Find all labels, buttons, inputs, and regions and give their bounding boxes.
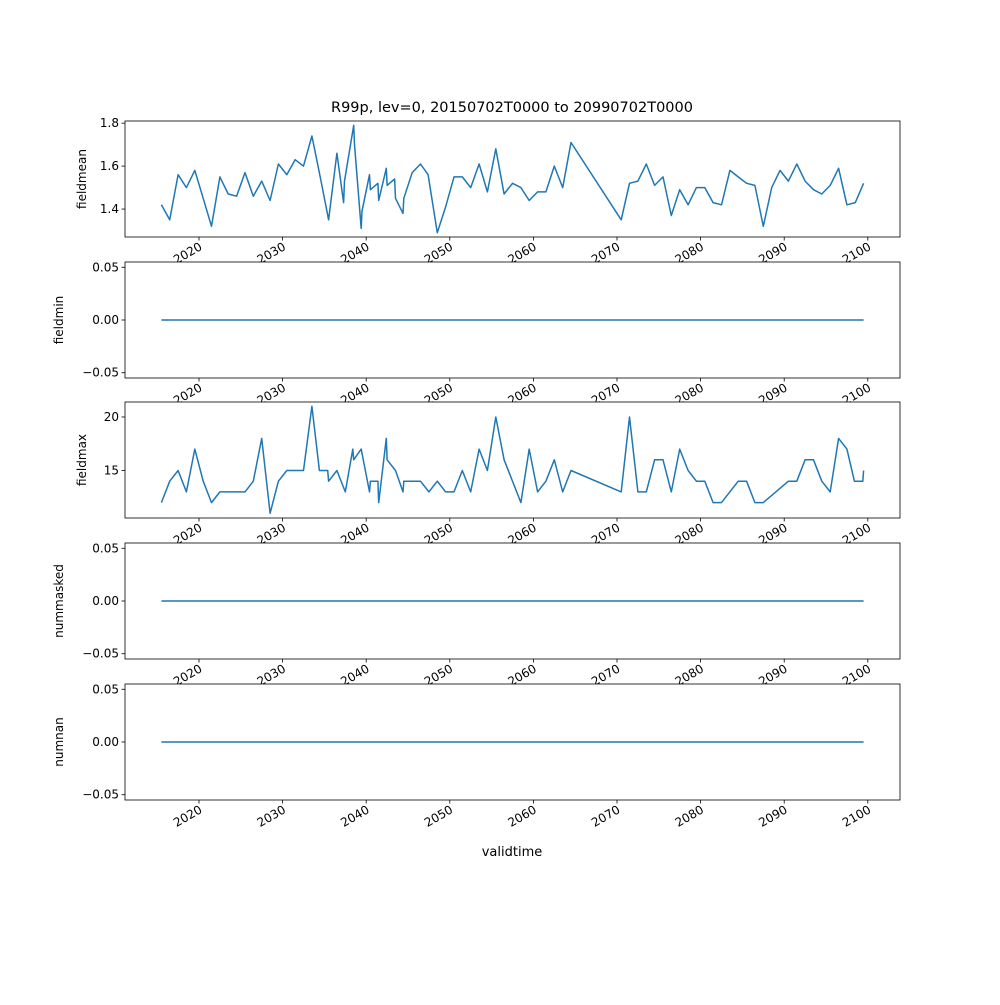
y-axis-label: numnan — [52, 717, 66, 766]
x-tick-label: 2090 — [756, 802, 789, 829]
y-tick-label: 0.05 — [92, 541, 119, 555]
fieldmean-series-line — [160, 124, 865, 234]
x-tick-label: 2030 — [255, 802, 288, 829]
y-tick-label: 0.05 — [92, 260, 119, 274]
x-tick-label: 2050 — [422, 802, 455, 829]
x-tick-label: 2060 — [505, 802, 538, 829]
y-axis-label: fieldmax — [75, 434, 89, 486]
y-tick-label: −0.05 — [82, 366, 119, 380]
y-tick-label: 0.00 — [92, 735, 119, 749]
y-tick-label: 15 — [104, 463, 119, 477]
y-axis-label: nummasked — [52, 564, 66, 638]
y-axis-label: fieldmin — [52, 296, 66, 345]
panel-background — [125, 402, 900, 518]
panel-frame — [124, 120, 901, 238]
x-tick-label: 2040 — [338, 802, 371, 829]
x-axis-label: validtime — [482, 845, 543, 860]
y-tick-label: 20 — [104, 410, 119, 424]
y-tick-label: 0.00 — [92, 313, 119, 327]
x-tick-label: 2020 — [171, 802, 204, 829]
panel-frame — [124, 401, 901, 519]
y-tick-label: 1.4 — [100, 202, 119, 216]
y-axis-label: fieldmean — [75, 149, 89, 209]
x-tick-label: 2100 — [840, 802, 873, 829]
y-tick-label: 1.8 — [100, 116, 119, 130]
y-tick-label: 0.05 — [92, 682, 119, 696]
y-tick-label: −0.05 — [82, 647, 119, 661]
y-tick-label: 0.00 — [92, 594, 119, 608]
chart-title: R99p, lev=0, 20150702T0000 to 20990702T0… — [331, 100, 693, 116]
x-tick-label: 2080 — [673, 802, 706, 829]
x-tick-label: 2070 — [589, 802, 622, 829]
y-tick-label: 1.6 — [100, 159, 119, 173]
y-tick-label: −0.05 — [82, 788, 119, 802]
panel-background — [125, 121, 900, 237]
fieldmax-series-line — [160, 405, 865, 515]
